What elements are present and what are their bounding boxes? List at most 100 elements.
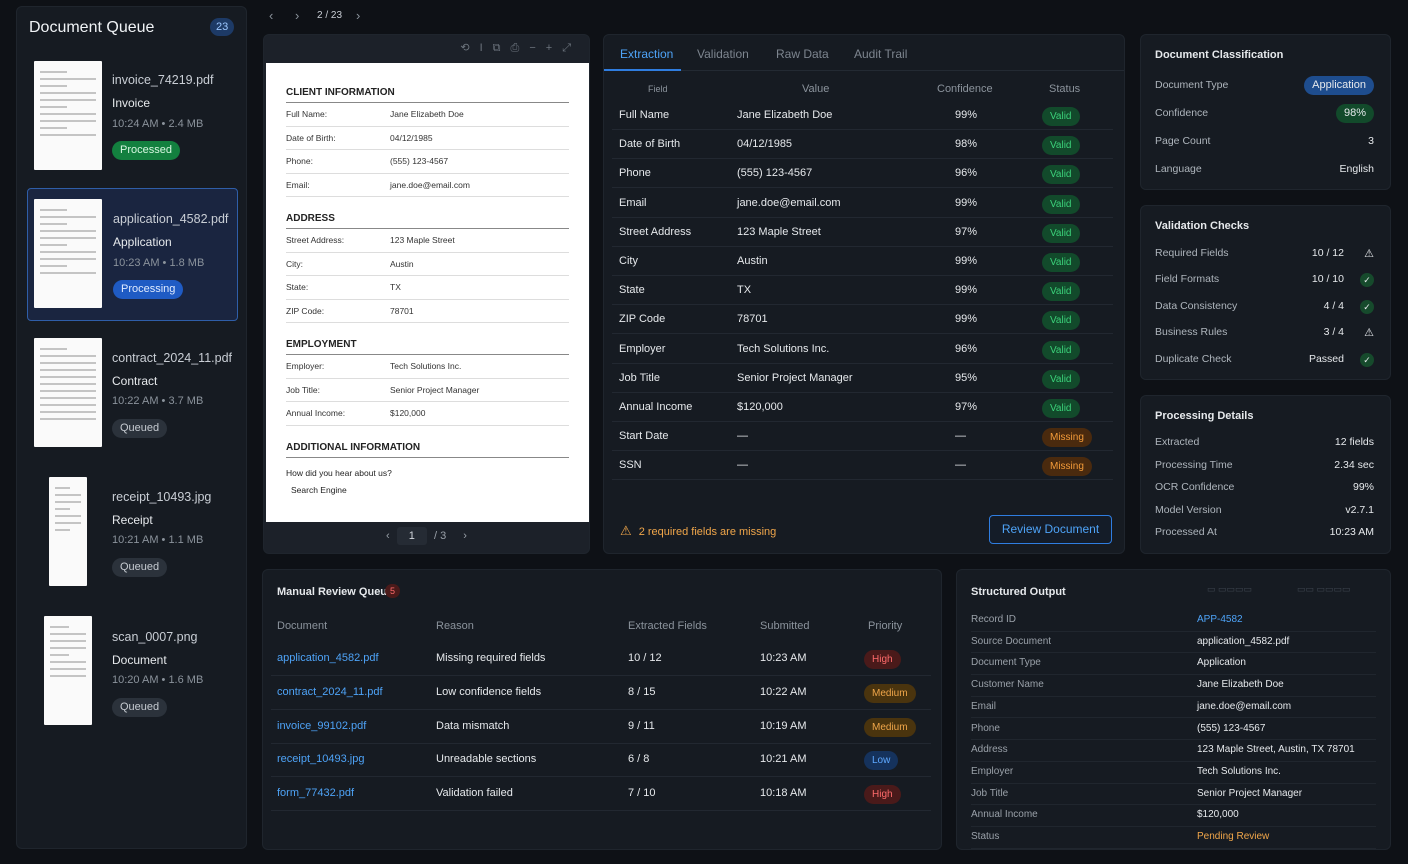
document-link[interactable]: form_77432.pdf	[277, 787, 355, 800]
field-confidence: —	[955, 430, 966, 443]
column-header-field: Field	[648, 84, 668, 94]
prev-page-icon[interactable]: ‹	[386, 530, 390, 542]
form-row: Employer: Tech Solutions Inc.	[286, 355, 569, 379]
tab-audit-trail[interactable]: Audit Trail	[854, 47, 908, 61]
field-name: City	[619, 255, 638, 267]
queue-item-name: contract_2024_11.pdf	[112, 351, 233, 365]
review-row[interactable]: contract_2024_11.pdf Low confidence field…	[271, 676, 931, 710]
copy-json-button[interactable]: ▭ ▭▭▭▭	[1207, 584, 1253, 594]
processing-row: Processed At 10:23 AM	[1155, 526, 1374, 538]
validation-row: Required Fields 10 / 12 ⚠	[1155, 247, 1374, 260]
priority-badge: High	[864, 785, 901, 805]
status-badge: Valid	[1042, 223, 1080, 243]
review-row[interactable]: application_4582.pdf Missing required fie…	[271, 642, 931, 676]
classification-row: Confidence 98%	[1155, 104, 1374, 123]
text-cursor-icon[interactable]: I	[479, 42, 493, 54]
output-value: 123 Maple Street, Austin, TX 78701	[1197, 744, 1355, 756]
output-row: Address 123 Maple Street, Austin, TX 7870…	[971, 740, 1376, 762]
review-row[interactable]: form_77432.pdf Validation failed 7 / 10 10:…	[271, 777, 931, 812]
output-row: Job Title Senior Project Manager	[971, 784, 1376, 806]
document-link[interactable]: invoice_99102.pdf	[277, 719, 367, 732]
zoom-in-icon[interactable]: +	[545, 42, 563, 54]
queue-item-name: scan_0007.png	[112, 630, 198, 644]
form-value: Austin	[390, 258, 414, 269]
queue-item[interactable]: scan_0007.png Document 10:20 AM • 1.6 MB…	[27, 610, 238, 743]
review-row[interactable]: receipt_10493.jpg Unreadable sections 6 / …	[271, 743, 931, 778]
queue-item-type: Application	[113, 235, 172, 249]
extracted-fields: 8 / 15	[628, 685, 656, 698]
review-document-button[interactable]: Review Document	[989, 515, 1112, 544]
panel-title: Processing Details	[1155, 410, 1254, 422]
extraction-row[interactable]: Street Address 123 Maple Street 97% Valid	[612, 218, 1113, 247]
chevron-last-icon[interactable]: ›	[356, 8, 361, 23]
extraction-row[interactable]: Phone (555) 123-4567 96% Valid	[612, 159, 1113, 189]
print-icon[interactable]: ⎙	[510, 42, 530, 54]
chevron-left-icon[interactable]: ‹	[269, 8, 274, 23]
queue-item[interactable]: receipt_10493.jpg Receipt 10:21 AM • 1.1…	[27, 471, 238, 604]
output-row: Customer Name Jane Elizabeth Doe	[971, 675, 1376, 697]
tab-extraction[interactable]: Extraction	[620, 47, 674, 61]
queue-item-selected[interactable]: application_4582.pdf Application 10:23 A…	[27, 188, 238, 321]
tab-raw-data[interactable]: Raw Data	[776, 47, 829, 61]
copy-icon[interactable]: ⧉	[492, 42, 511, 54]
document-type-badge: Application	[1304, 76, 1374, 95]
form-label: Date of Birth:	[286, 132, 336, 143]
zoom-out-icon[interactable]: −	[529, 42, 546, 54]
field-value: 78701	[737, 313, 768, 326]
row-label: Field Formats	[1155, 273, 1220, 285]
row-value: 4 / 4	[1323, 300, 1344, 312]
field-name: Annual Income	[619, 401, 693, 413]
rotate-icon[interactable]: ⟲	[460, 42, 480, 54]
missing-fields-warning: ⚠ 2 required fields are missing	[620, 523, 776, 539]
column-header-extracted-fields: Extracted Fields	[628, 620, 707, 632]
extraction-row[interactable]: Start Date — — Missing	[612, 422, 1113, 452]
field-name: Job Title	[619, 371, 660, 384]
form-row: Date of Birth: 04/12/1985	[286, 127, 569, 150]
status-badge: Valid	[1042, 136, 1080, 156]
extraction-row[interactable]: City Austin 99% Valid	[612, 247, 1113, 276]
form-label: Email:	[286, 179, 310, 190]
form-answer: Search Engine	[291, 484, 347, 495]
extraction-row[interactable]: Employer Tech Solutions Inc. 96% Valid	[612, 335, 1113, 364]
column-header-priority: Priority	[868, 620, 903, 632]
review-count-badge: 5	[385, 584, 401, 598]
queue-item[interactable]: contract_2024_11.pdf Contract 10:22 AM •…	[27, 332, 238, 465]
output-row: Employer Tech Solutions Inc.	[971, 762, 1376, 784]
document-classification-panel: Document Classification Document Type App…	[1140, 34, 1391, 190]
form-value: 78701	[390, 305, 414, 316]
status-badge: Queued	[112, 698, 168, 717]
submitted-time: 10:22 AM	[760, 685, 807, 698]
document-thumbnail	[49, 477, 87, 586]
check-icon: ✓	[1360, 273, 1374, 287]
queue-item[interactable]: invoice_74219.pdf Invoice 10:24 AM • 2.4…	[27, 55, 238, 188]
processing-details-panel: Processing Details Extracted 12 fields Pr…	[1140, 395, 1391, 554]
review-row[interactable]: invoice_99102.pdf Data mismatch 9 / 11 10:1…	[271, 710, 931, 744]
form-row: Job Title: Senior Project Manager	[286, 379, 569, 402]
submitted-time: 10:19 AM	[760, 719, 807, 732]
next-page-icon[interactable]: ›	[463, 530, 467, 542]
extraction-row[interactable]: Annual Income $120,000 97% Valid	[612, 393, 1113, 422]
document-link[interactable]: contract_2024_11.pdf	[277, 685, 383, 698]
processing-row: OCR Confidence 99%	[1155, 481, 1374, 493]
output-label: Source Document	[971, 635, 1052, 647]
section-heading: CLIENT INFORMATION	[286, 87, 569, 103]
document-link[interactable]: receipt_10493.jpg	[277, 753, 365, 766]
export-button[interactable]: ▭▭ ▭▭▭▭	[1297, 584, 1351, 594]
tab-validation[interactable]: Validation	[697, 47, 749, 61]
chevron-right-icon[interactable]: ›	[295, 8, 300, 23]
expand-icon[interactable]: ⤢	[562, 42, 581, 54]
document-link[interactable]: application_4582.pdf	[277, 652, 379, 664]
validation-checks-panel: Validation Checks Required Fields 10 / 12…	[1140, 205, 1391, 380]
priority-badge: Medium	[864, 683, 916, 703]
extraction-row[interactable]: State TX 99% Valid	[612, 276, 1113, 306]
extraction-row[interactable]: Date of Birth 04/12/1985 98% Valid	[612, 130, 1113, 160]
extraction-row[interactable]: SSN — — Missing	[612, 451, 1113, 481]
output-label: Status	[971, 831, 1000, 842]
extraction-row[interactable]: Full Name Jane Elizabeth Doe 99% Valid	[612, 101, 1113, 130]
form-row: Phone: (555) 123-4567	[286, 150, 569, 174]
extraction-row[interactable]: ZIP Code 78701 99% Valid	[612, 305, 1113, 335]
priority-badge: Low	[864, 751, 899, 771]
extraction-row[interactable]: Email jane.doe@email.com 99% Valid	[612, 189, 1113, 218]
page-number-input[interactable]: 1	[396, 527, 427, 545]
extraction-row[interactable]: Job Title Senior Project Manager 95% Valid	[612, 364, 1113, 393]
